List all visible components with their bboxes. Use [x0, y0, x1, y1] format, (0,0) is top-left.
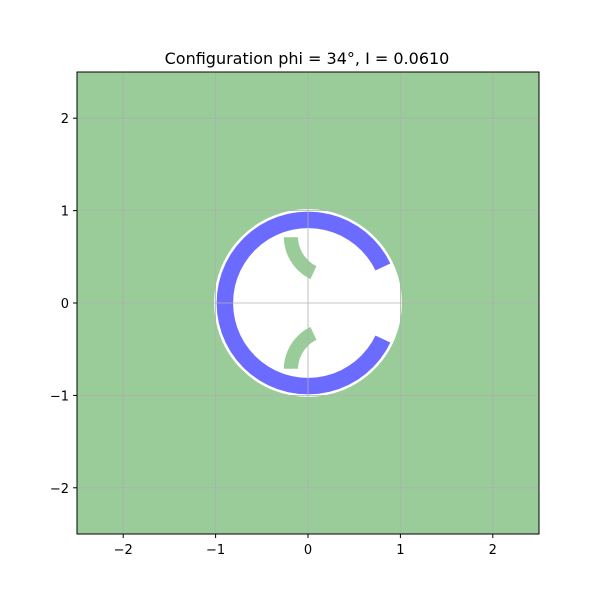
- y-tick-label-2: −1: [50, 389, 69, 404]
- y-tick-label-3: 0: [61, 297, 69, 312]
- x-tick-label-4: 1: [396, 543, 404, 558]
- x-tick-label-2: −1: [206, 543, 225, 558]
- y-tick-label-5: 2: [61, 112, 69, 127]
- y-tick-label-4: 1: [61, 205, 69, 220]
- ring-region: [214, 209, 394, 397]
- finger-region-1: [282, 235, 319, 282]
- plot-area: −2 −1 0 1 2 −2 −1 0 1 2: [50, 71, 540, 558]
- x-tick-label-1: −2: [114, 543, 133, 558]
- chart-title: Configuration phi = 34°, I = 0.0610: [165, 49, 450, 68]
- x-tick-label-3: 0: [304, 543, 312, 558]
- y-tick-label-1: −2: [50, 482, 69, 497]
- x-tick-label-5: 2: [489, 543, 497, 558]
